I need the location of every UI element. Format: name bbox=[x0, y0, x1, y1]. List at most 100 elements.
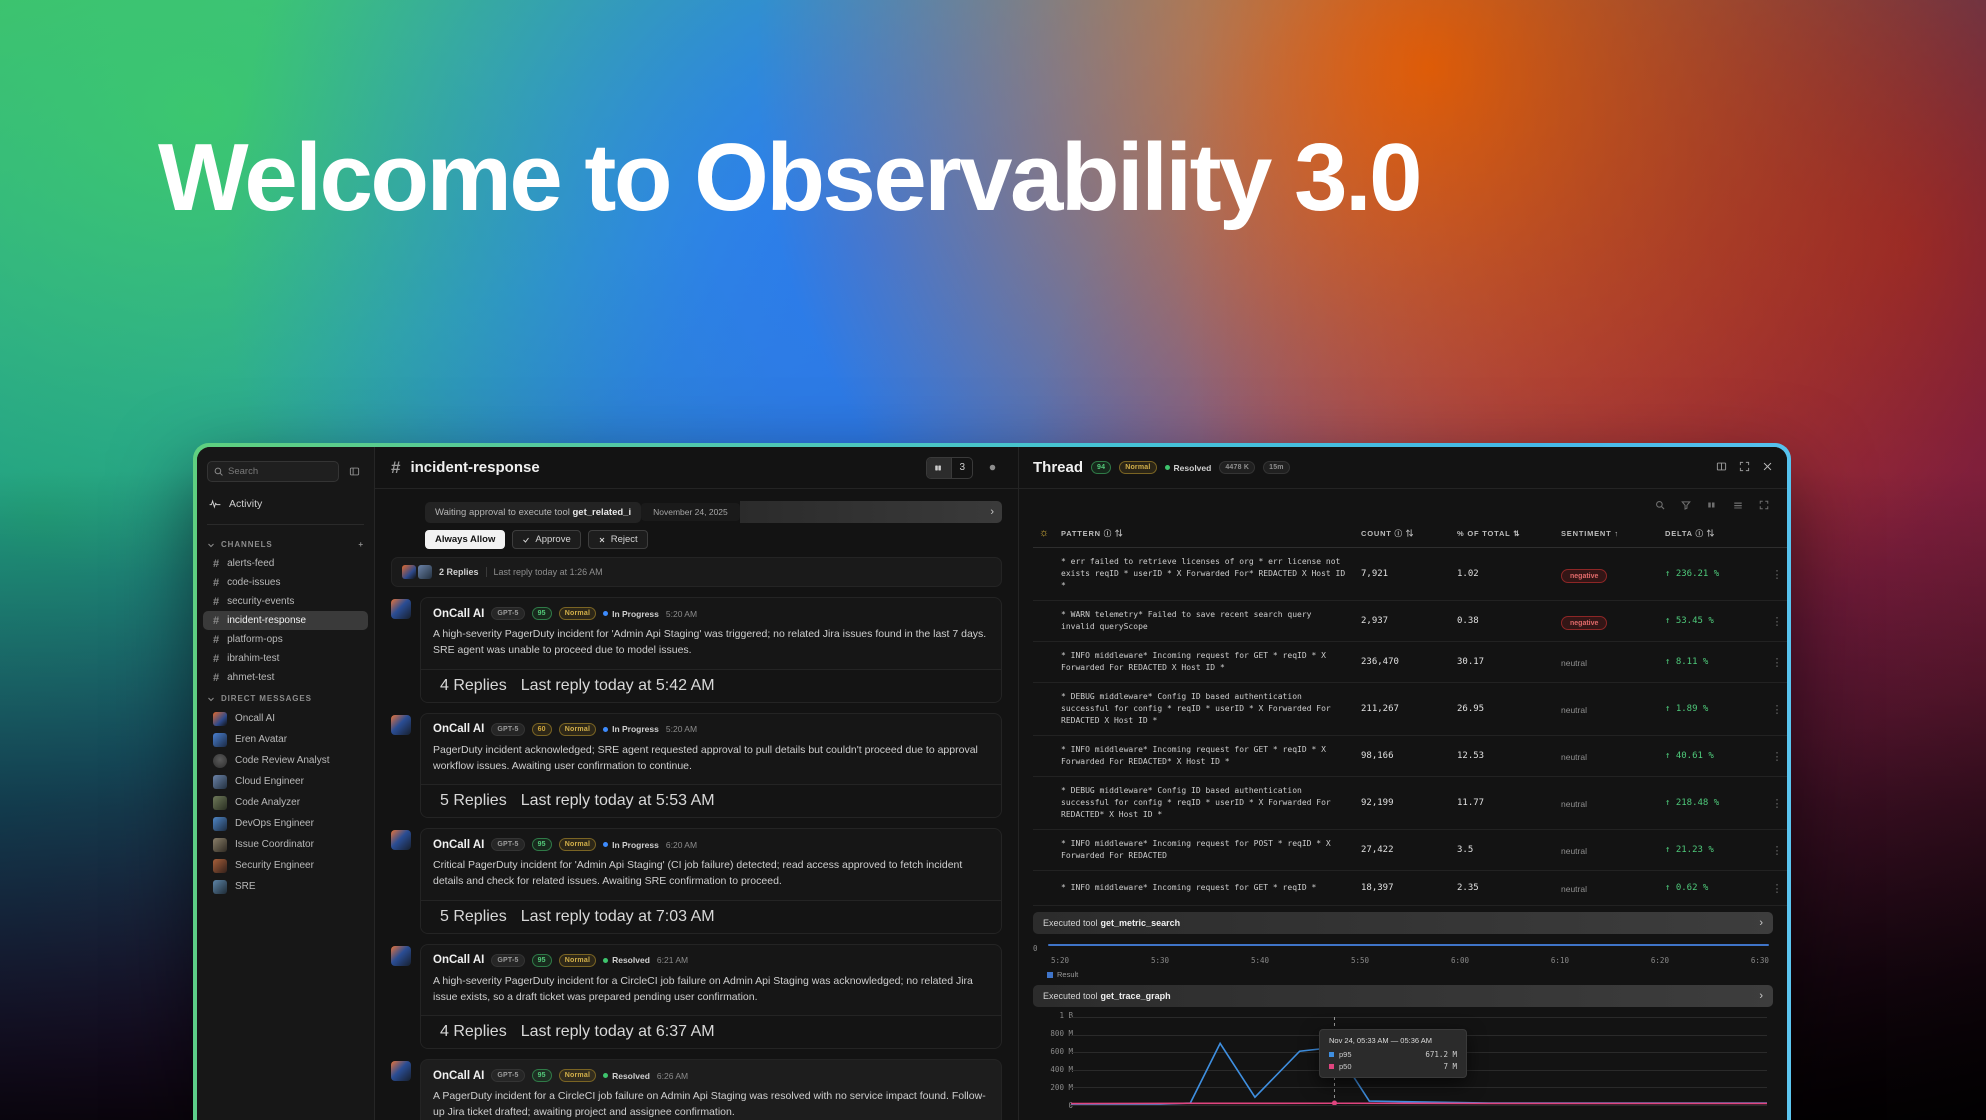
message-item[interactable]: OnCall AI GPT-5 60 Normal In Progress 5:… bbox=[391, 712, 1002, 819]
lightbulb-icon[interactable]: ☼ bbox=[1033, 519, 1055, 548]
message-body: A PagerDuty incident for a CircleCI job … bbox=[433, 1090, 986, 1119]
row-menu-icon[interactable]: ⋮ bbox=[1765, 682, 1787, 736]
search-input[interactable]: Search bbox=[207, 461, 339, 482]
split-view-icon[interactable] bbox=[1716, 459, 1727, 477]
message-item[interactable]: OnCall AI GPT-5 95 Normal In Progress 5:… bbox=[391, 597, 1002, 703]
new-window-icon[interactable] bbox=[345, 462, 364, 481]
page-title: Welcome to Observability 3.0 bbox=[158, 124, 1423, 231]
row-menu-icon[interactable]: ⋮ bbox=[1765, 600, 1787, 642]
sidebar-section-channels[interactable]: CHANNELS + bbox=[197, 533, 374, 554]
sidebar-item-dm[interactable]: Security Engineer bbox=[203, 855, 368, 876]
tool-banner-trace-graph[interactable]: Executed tool get_trace_graph › bbox=[1033, 985, 1773, 1007]
row-menu-icon[interactable]: ⋮ bbox=[1765, 641, 1787, 683]
sidebar-item-channel[interactable]: # ibrahim-test bbox=[203, 649, 368, 668]
sidebar-section-dms[interactable]: DIRECT MESSAGES bbox=[197, 687, 374, 708]
approval-prefix: Waiting approval to execute tool bbox=[435, 506, 573, 518]
sidebar-item-channel[interactable]: # platform-ops bbox=[203, 630, 368, 649]
date-tail[interactable]: › bbox=[739, 501, 1002, 523]
table-row[interactable]: * err failed to retrieve licenses of org… bbox=[1033, 547, 1787, 601]
row-marker bbox=[1033, 735, 1055, 777]
sidebar-item-channel[interactable]: # code-issues bbox=[203, 573, 368, 592]
members-chip[interactable]: 3 bbox=[926, 456, 973, 479]
message-card: OnCall AI GPT-5 95 Normal In Progress 6:… bbox=[420, 828, 1002, 934]
message-item[interactable]: OnCall AI GPT-5 95 Normal Resolved 6:26 … bbox=[391, 1059, 1002, 1120]
sidebar-item-dm[interactable]: Oncall AI bbox=[203, 708, 368, 729]
sidebar-item-channel[interactable]: # ahmet-test bbox=[203, 668, 368, 687]
replies-bar[interactable]: 5 Replies Last reply today at 7:03 AM bbox=[421, 899, 1001, 933]
sidebar-item-dm[interactable]: Cloud Engineer bbox=[203, 771, 368, 792]
chart1-axis: 0 bbox=[1033, 944, 1773, 953]
column-delta[interactable]: DELTA ⓘ ⇅ bbox=[1659, 519, 1765, 548]
thread-status-badge: Resolved bbox=[1164, 463, 1211, 473]
sidebar-item-dm[interactable]: DevOps Engineer bbox=[203, 813, 368, 834]
row-menu-icon[interactable]: ⋮ bbox=[1765, 829, 1787, 871]
x-tick: 5:40 bbox=[1250, 956, 1270, 965]
sidebar-item-dm[interactable]: Code Analyzer bbox=[203, 792, 368, 813]
table-row[interactable]: * INFO middleware* Incoming request for … bbox=[1033, 641, 1787, 683]
sidebar-item-dm[interactable]: Eren Avatar bbox=[203, 729, 368, 750]
replies-count: 4 Replies bbox=[440, 1023, 507, 1041]
sidebar-item-dm[interactable]: Code Review Analyst bbox=[203, 750, 368, 771]
approve-button[interactable]: Approve bbox=[512, 530, 581, 549]
cell-count: 92,199 bbox=[1355, 776, 1451, 830]
column-sentiment[interactable]: SENTIMENT ↑ bbox=[1555, 519, 1659, 548]
chevron-down-icon bbox=[208, 543, 214, 547]
thread-header: Thread 94 Normal Resolved 4478 K 15m bbox=[1019, 447, 1787, 489]
message-list[interactable]: Waiting approval to execute tool get_rel… bbox=[375, 489, 1018, 1120]
sidebar-item-activity[interactable]: Activity bbox=[197, 492, 374, 516]
row-menu-icon[interactable]: ⋮ bbox=[1765, 870, 1787, 906]
dms-label: DIRECT MESSAGES bbox=[221, 694, 312, 703]
gear-icon[interactable] bbox=[983, 458, 1002, 477]
table-row[interactable]: * INFO middleware* Incoming request for … bbox=[1033, 735, 1787, 777]
column-count[interactable]: COUNT ⓘ ⇅ bbox=[1355, 519, 1451, 548]
trace-graph-chart[interactable]: 1 B 800 M 600 M 400 M 200 M 0 bbox=[1019, 1007, 1787, 1119]
row-marker bbox=[1033, 547, 1055, 601]
model-badge: GPT-5 bbox=[491, 953, 525, 967]
reject-button[interactable]: Reject bbox=[587, 530, 648, 549]
search-icon[interactable] bbox=[1655, 497, 1665, 515]
sidebar-item-channel[interactable]: # security-events bbox=[203, 592, 368, 611]
filter-icon[interactable] bbox=[1681, 497, 1691, 515]
row-menu-icon[interactable]: ⋮ bbox=[1765, 547, 1787, 601]
row-menu-icon[interactable]: ⋮ bbox=[1765, 735, 1787, 777]
column-pct-label: % OF TOTAL bbox=[1457, 528, 1511, 538]
column-sentiment-label: SENTIMENT bbox=[1561, 528, 1612, 538]
table-row[interactable]: * WARN telemetry* Failed to save recent … bbox=[1033, 600, 1787, 642]
expand-icon[interactable] bbox=[1739, 459, 1750, 477]
hash-icon: # bbox=[213, 576, 220, 589]
density-icon[interactable] bbox=[1733, 497, 1743, 515]
reject-label: Reject bbox=[610, 534, 638, 545]
legend-label: Result bbox=[1057, 970, 1079, 979]
fullscreen-icon[interactable] bbox=[1759, 497, 1769, 515]
column-pattern[interactable]: PATTERN ⓘ ⇅ bbox=[1055, 519, 1355, 548]
table-row[interactable]: * DEBUG middleware* Config ID based auth… bbox=[1033, 682, 1787, 736]
tool-banner-metric-search[interactable]: Executed tool get_metric_search › bbox=[1033, 912, 1773, 934]
message-item[interactable]: OnCall AI GPT-5 95 Normal Resolved 6:21 … bbox=[391, 943, 1002, 1050]
tooltip-series-value: 671.2 M bbox=[1425, 1050, 1457, 1059]
replies-bar[interactable]: 4 Replies Last reply today at 6:37 AM bbox=[421, 1015, 1001, 1049]
replies-bar[interactable]: 2 Replies Last reply today at 1:26 AM bbox=[391, 557, 1002, 587]
close-icon[interactable] bbox=[1762, 459, 1773, 477]
sidebar-item-channel-active[interactable]: # incident-response bbox=[203, 611, 368, 630]
chevron-down-icon bbox=[208, 697, 214, 701]
table-row[interactable]: * INFO middleware* Incoming request for … bbox=[1033, 870, 1787, 906]
sidebar-item-dm[interactable]: SRE bbox=[203, 876, 368, 897]
add-channel-button[interactable]: + bbox=[358, 540, 364, 549]
table-row[interactable]: * DEBUG middleware* Config ID based auth… bbox=[1033, 776, 1787, 830]
sidebar-item-channel[interactable]: # alerts-feed bbox=[203, 554, 368, 573]
replies-bar[interactable]: 4 Replies Last reply today at 5:42 AM bbox=[421, 668, 1001, 702]
message-header: OnCall AI GPT-5 95 Normal Resolved 6:21 … bbox=[421, 945, 1001, 967]
column-pct[interactable]: % OF TOTAL ⇅ bbox=[1451, 519, 1555, 548]
channels-label: CHANNELS bbox=[221, 540, 273, 549]
score-badge: 95 bbox=[531, 953, 552, 967]
message-item[interactable]: OnCall AI GPT-5 95 Normal In Progress 6:… bbox=[391, 828, 1002, 934]
columns-icon[interactable] bbox=[1707, 497, 1717, 515]
always-allow-button[interactable]: Always Allow bbox=[425, 530, 506, 549]
table-row[interactable]: * INFO middleware* Incoming request for … bbox=[1033, 829, 1787, 871]
sidebar-item-dm[interactable]: Issue Coordinator bbox=[203, 834, 368, 855]
approval-banner: Waiting approval to execute tool get_rel… bbox=[425, 501, 1002, 523]
replies-bar[interactable]: 5 Replies Last reply today at 5:53 AM bbox=[421, 784, 1001, 818]
row-menu-icon[interactable]: ⋮ bbox=[1765, 776, 1787, 830]
message-body: A high-severity PagerDuty incident for a… bbox=[433, 974, 973, 1003]
status-dot bbox=[603, 1073, 609, 1079]
